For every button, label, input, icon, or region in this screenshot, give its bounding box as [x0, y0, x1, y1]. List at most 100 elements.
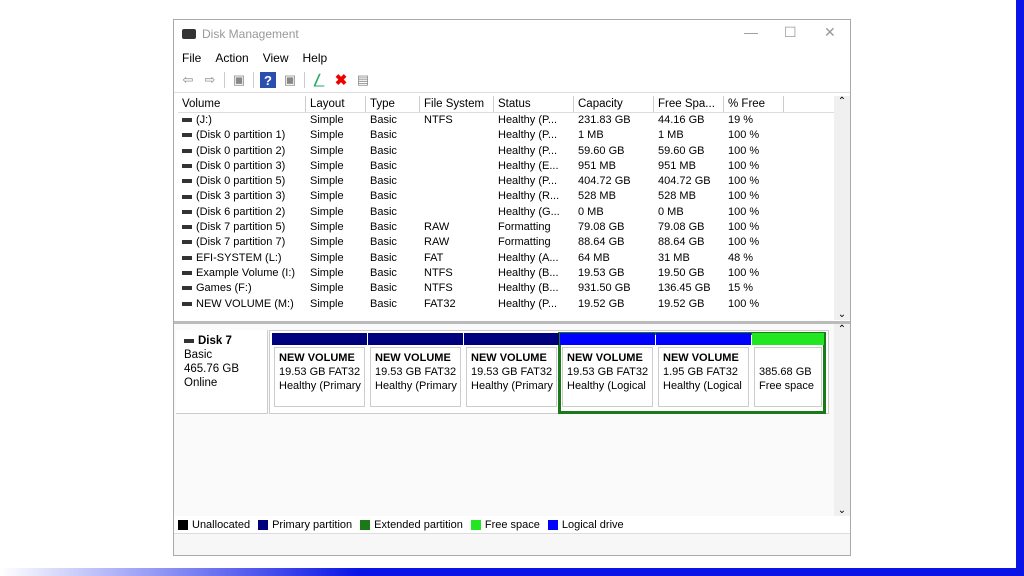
volume-drive-icon: [182, 194, 192, 199]
scroll-up-icon[interactable]: ⌃: [837, 324, 847, 335]
back-arrow-icon[interactable]: ⇦: [182, 72, 194, 87]
partition-status: Free space: [759, 380, 815, 392]
cell-status: Healthy (P...: [494, 144, 574, 159]
cell-status: Healthy (P...: [494, 113, 574, 128]
cell-file-system: FAT32: [420, 297, 494, 312]
cell-text: Simple: [310, 297, 344, 310]
cell-capacity: 528 MB: [574, 189, 654, 204]
volume-row[interactable]: (J:) Simple Basic NTFS Healthy (P... 231.83 G…: [178, 113, 850, 128]
cell-text: Simple: [310, 175, 344, 188]
cell-percent-free: 100 %: [724, 159, 784, 174]
cell-layout: Simple: [306, 189, 366, 204]
delete-icon[interactable]: ✖: [334, 72, 348, 89]
cell-volume: (Disk 3 partition 3): [178, 189, 306, 204]
free-space-block[interactable]: 385.68 GB Free space: [752, 333, 824, 411]
cell-capacity: 231.83 GB: [574, 113, 654, 128]
menu-file[interactable]: File: [182, 50, 202, 65]
column-layout[interactable]: Layout: [306, 96, 366, 112]
menu-bar: File Action View Help: [174, 47, 850, 68]
partition-block[interactable]: NEW VOLUME 19.53 GB FAT32 Healthy (Primary: [272, 333, 367, 411]
column-status[interactable]: Status: [494, 96, 574, 112]
cell-text: 100 %: [728, 297, 760, 310]
disk-type: Basic: [184, 349, 213, 361]
volume-list-scrollbar[interactable]: ⌃ ⌄: [834, 96, 850, 320]
cell-text: 1 MB: [578, 129, 604, 142]
partition-info: 19.53 GB FAT32: [471, 366, 553, 378]
volume-row[interactable]: (Disk 0 partition 5) Simple Basic Healthy (…: [178, 174, 850, 189]
column-type[interactable]: Type: [366, 96, 420, 112]
cell-type: Basic: [366, 251, 420, 266]
volume-row[interactable]: Example Volume (I:) Simple Basic NTFS Health…: [178, 266, 850, 281]
scroll-up-icon[interactable]: ⌃: [837, 96, 847, 107]
cell-layout: Simple: [306, 266, 366, 281]
volume-row[interactable]: (Disk 0 partition 3) Simple Basic Healthy (…: [178, 159, 850, 174]
volume-drive-icon: [182, 225, 192, 230]
scroll-down-icon[interactable]: ⌄: [837, 309, 847, 320]
minimize-button[interactable]: —: [744, 24, 758, 40]
cell-text: 19.52 GB: [658, 297, 705, 310]
cell-text: Basic: [370, 251, 397, 264]
column-volume[interactable]: Volume: [178, 96, 306, 112]
connect-icon[interactable]: ⎳: [313, 72, 325, 87]
disk-management-window: Disk Management — ☐ ✕ File Action View H…: [173, 19, 851, 556]
scroll-down-icon[interactable]: ⌄: [837, 505, 847, 516]
column-percent-free[interactable]: % Free: [724, 96, 784, 112]
legend-item: Logical drive: [547, 519, 624, 531]
volume-row[interactable]: EFI-SYSTEM (L:) Simple Basic FAT Healthy (A.…: [178, 251, 850, 266]
partition-body: 385.68 GB Free space: [754, 347, 822, 407]
volume-row[interactable]: (Disk 0 partition 2) Simple Basic Healthy (…: [178, 144, 850, 159]
cell-capacity: 19.52 GB: [574, 297, 654, 312]
cell-layout: Simple: [306, 144, 366, 159]
cell-text: 44.16 GB: [658, 114, 705, 126]
menu-help[interactable]: Help: [302, 50, 328, 65]
volume-row[interactable]: (Disk 7 partition 5) Simple Basic RAW Format…: [178, 220, 850, 235]
cell-text: 79.08 GB: [578, 221, 625, 234]
column-capacity[interactable]: Capacity: [574, 96, 654, 112]
disk-7-label[interactable]: Disk 7 Basic 465.76 GB Online: [176, 330, 268, 414]
volume-row[interactable]: (Disk 6 partition 2) Simple Basic Healthy (…: [178, 205, 850, 220]
show-hide-console-tree-icon[interactable]: ▣: [232, 72, 246, 87]
cell-capacity: 88.64 GB: [574, 235, 654, 250]
cell-free-space: 31 MB: [654, 251, 724, 266]
partition-block[interactable]: NEW VOLUME 19.53 GB FAT32 Healthy (Primary: [368, 333, 463, 411]
volume-row[interactable]: (Disk 0 partition 1) Simple Basic Healthy (…: [178, 128, 850, 143]
cell-text: Basic: [370, 159, 397, 172]
cell-text: 19.50 GB: [658, 266, 705, 279]
disk-pane-scrollbar[interactable]: ⌃ ⌄: [834, 324, 850, 516]
partition-block[interactable]: NEW VOLUME 19.53 GB FAT32 Healthy (Logical: [560, 333, 655, 411]
cell-status: Healthy (P...: [494, 297, 574, 312]
cell-text: Basic: [370, 221, 397, 234]
cell-text: Basic: [370, 144, 397, 157]
partition-block[interactable]: NEW VOLUME 19.53 GB FAT32 Healthy (Primary: [464, 333, 559, 411]
close-button[interactable]: ✕: [824, 24, 836, 40]
cell-status: Healthy (R...: [494, 189, 574, 204]
maximize-button[interactable]: ☐: [784, 24, 797, 40]
disk-name: Disk 7: [198, 335, 232, 347]
volume-row[interactable]: (Disk 7 partition 7) Simple Basic RAW Format…: [178, 235, 850, 250]
menu-view[interactable]: View: [262, 50, 289, 65]
cell-free-space: 88.64 GB: [654, 235, 724, 250]
cell-text: 100 %: [728, 190, 760, 203]
cell-capacity: 1 MB: [574, 128, 654, 143]
partition-color-bar: [656, 333, 751, 345]
volume-row[interactable]: (Disk 3 partition 3) Simple Basic Healthy (…: [178, 189, 850, 204]
volume-row[interactable]: Games (F:) Simple Basic NTFS Healthy (B... 93…: [178, 281, 850, 296]
partition-status: Healthy (Logical: [663, 380, 742, 392]
volume-drive-icon: [182, 118, 192, 123]
cell-free-space: 1 MB: [654, 128, 724, 143]
volume-row[interactable]: NEW VOLUME (M:) Simple Basic FAT32 Healthy (…: [178, 297, 850, 312]
column-free-space[interactable]: Free Spa...: [654, 96, 724, 112]
partition-status: Healthy (Logical: [567, 380, 646, 392]
volume-drive-icon: [182, 179, 192, 184]
properties-icon[interactable]: ▤: [356, 72, 370, 87]
column-file-system[interactable]: File System: [420, 96, 494, 112]
cell-text: Basic: [370, 266, 397, 279]
help-icon[interactable]: ?: [260, 72, 276, 88]
legend-swatch: [547, 519, 558, 530]
menu-action[interactable]: Action: [215, 50, 249, 65]
forward-arrow-icon[interactable]: ⇨: [204, 72, 216, 87]
partition-block[interactable]: NEW VOLUME 1.95 GB FAT32 Healthy (Logical: [656, 333, 751, 411]
show-hide-action-pane-icon[interactable]: ▣: [283, 72, 297, 87]
cell-text: Simple: [310, 221, 344, 234]
pane-splitter[interactable]: [174, 321, 850, 324]
